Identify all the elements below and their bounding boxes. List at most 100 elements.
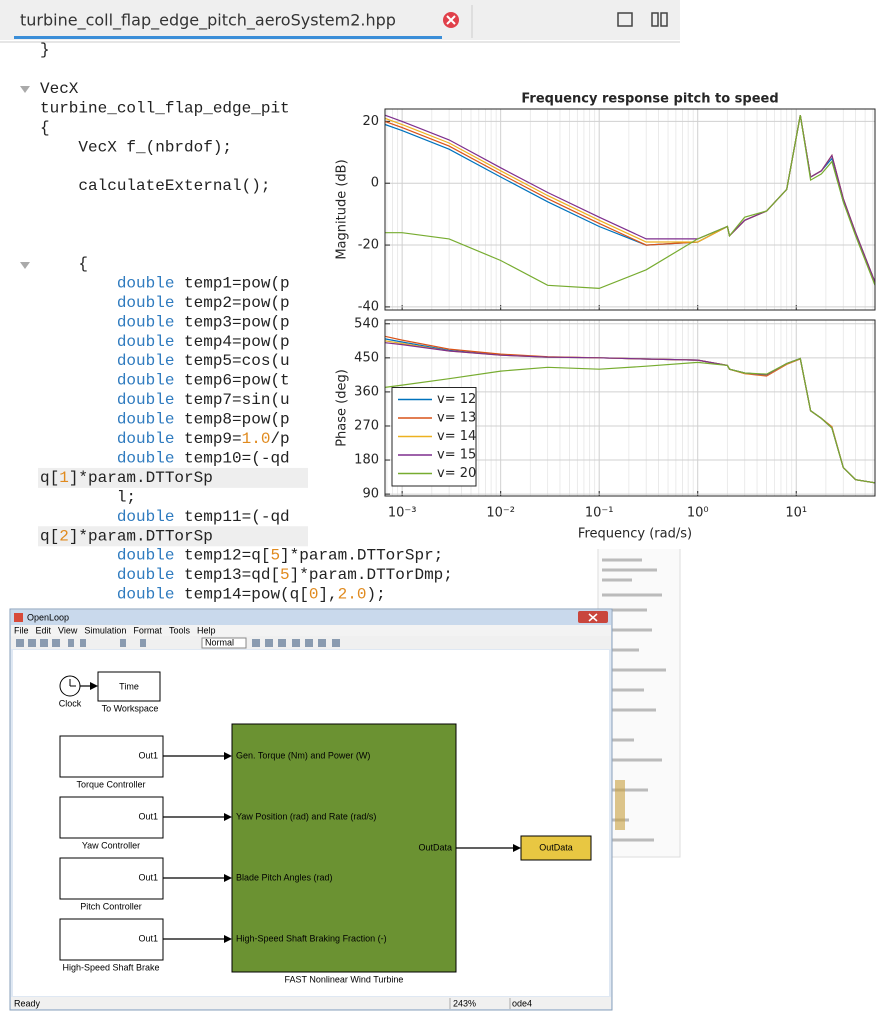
code-line: VecX f_(nbrdof); [40,138,232,156]
code-token [40,508,117,526]
code-token: temp14=pow(q[ [174,586,308,604]
code-token [40,547,117,565]
y-axis-label: Magnitude (dB) [335,159,350,259]
code-token: temp6=pow(t [174,372,289,390]
code-token: temp11=(-qd [174,508,289,526]
code-token: double [117,333,175,351]
menu-item[interactable]: View [58,625,78,635]
code-line: double temp12=q[5]*param.DTTorSpr; [40,547,443,565]
code-token: double [117,411,175,429]
legend-label: v= 20 [437,466,476,481]
code-token: double [117,314,175,332]
code-token: 5 [270,547,280,565]
code-token: temp2=pow(p [174,294,289,312]
code-token [40,314,117,332]
code-token [40,586,117,604]
y-tick-label: 540 [354,316,379,331]
block-label: To Workspace [102,703,159,713]
code-token: 5 [280,566,290,584]
code-line: double temp13=qd[5]*param.DTTorDmp; [40,566,453,584]
code-line: q[2]*param.DTTorSp [40,527,213,545]
code-token: double [117,372,175,390]
code-token: calculateExternal(); [40,177,270,195]
y-axis-label: Phase (deg) [335,369,350,447]
code-token: temp3=pow(p [174,314,289,332]
code-token: ]*param.DTTorSpr; [280,547,443,565]
block-label: Yaw Controller [82,840,140,850]
code-line: calculateExternal(); [40,177,270,195]
tab-close[interactable] [443,12,459,28]
code-line: double temp3=pow(p [40,314,290,332]
code-line: double temp2=pow(p [40,294,290,312]
code-line: double temp5=cos(u [40,352,290,370]
code-token [40,391,117,409]
code-token: q[ [40,527,59,545]
tab-title[interactable]: turbine_coll_flap_edge_pitch_aeroSystem2… [20,11,396,31]
chart-title: Frequency response pitch to speed [521,92,778,107]
page: turbine_coll_flap_edge_pitch_aeroSystem2… [0,0,881,1011]
port-label: Out1 [138,750,158,760]
status-text: Ready [14,998,41,1008]
code-token: double [117,275,175,293]
code-token: temp9= [174,430,241,448]
code-line: } [40,41,50,59]
input-port-label: Gen. Torque (Nm) and Power (W) [236,750,370,760]
code-token: { [40,255,88,273]
menu-item[interactable]: Simulation [84,625,126,635]
code-token: turbine_coll_flap_edge_pit [40,100,290,118]
code-token: double [117,294,175,312]
output-port-label: OutData [418,842,452,852]
x-axis-label: Frequency (rad/s) [578,527,692,542]
code-token: l; [40,489,136,507]
y-tick-label: -40 [358,299,379,314]
code-token: temp7=sin(u [174,391,289,409]
code-token: temp13=qd[ [174,566,280,584]
code-token: VecX f_(nbrdof); [40,138,232,156]
code-token: VecX [40,80,79,98]
code-token: temp1=pow(p [174,275,289,293]
code-token: double [117,391,175,409]
menu-item[interactable]: Format [133,625,162,635]
code-token: 2 [59,527,69,545]
code-token: double [117,547,175,565]
code-token: double [117,566,175,584]
y-tick-label: 90 [362,487,379,502]
code-line: l; [40,489,136,507]
code-line: double temp7=sin(u [40,391,290,409]
code-token: 1.0 [242,430,271,448]
legend-label: v= 13 [437,411,476,426]
block-label: High-Speed Shaft Brake [62,962,159,972]
code-token: temp8=pow(p [174,411,289,429]
code-line: turbine_coll_flap_edge_pit [40,100,290,118]
window-title: OpenLoop [27,612,69,622]
code-token [40,372,117,390]
code-token: double [117,508,175,526]
code-line: double temp10=(-qd [40,450,290,468]
menu-item[interactable]: File [14,625,29,635]
code-token [40,352,117,370]
code-token: ); [366,586,385,604]
block-label: FAST Nonlinear Wind Turbine [285,974,404,984]
code-token [40,333,117,351]
menu-item[interactable]: Edit [36,625,52,635]
status-text: 243% [453,998,476,1008]
y-tick-label: 270 [354,418,379,433]
y-tick-label: -20 [358,238,379,253]
code-line: double temp6=pow(t [40,372,290,390]
input-port-label: High-Speed Shaft Braking Fraction (-) [236,933,387,943]
code-token [40,430,117,448]
code-token [40,411,117,429]
code-token: { [40,119,50,137]
x-tick-label: 10⁻² [486,506,515,521]
input-port-label: Blade Pitch Angles (rad) [236,872,333,882]
code-token [40,450,117,468]
input-port-label: Yaw Position (rad) and Rate (rad/s) [236,811,376,821]
port-label: Out1 [138,933,158,943]
legend-label: v= 14 [437,429,476,444]
sim-mode[interactable]: Normal [205,637,234,647]
code-token: } [40,41,50,59]
x-tick-label: 10¹ [785,506,807,521]
menu-item[interactable]: Help [197,625,216,635]
menu-item[interactable]: Tools [169,625,191,635]
y-tick-label: 180 [354,453,379,468]
